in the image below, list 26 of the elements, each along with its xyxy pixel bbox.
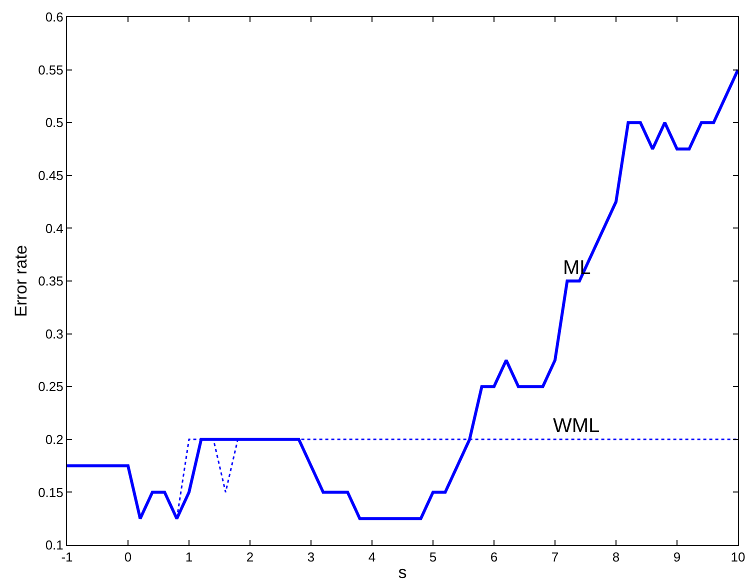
x-tick-label: 10 xyxy=(730,550,746,565)
x-tick-label: 6 xyxy=(490,550,498,565)
x-tick-label: 7 xyxy=(551,550,559,565)
x-tick-label: 2 xyxy=(246,550,254,565)
y-axis-title: Error rate xyxy=(12,245,31,317)
y-tick-label: 0.15 xyxy=(38,484,64,500)
y-tick-label: 0.4 xyxy=(45,220,64,236)
y-tick-label: 0.1 xyxy=(45,538,64,553)
y-tick-label: 0.55 xyxy=(38,62,64,78)
y-tick-label: 0.45 xyxy=(38,168,64,183)
y-tick-label: 0.3 xyxy=(45,326,64,342)
x-tick-label: 3 xyxy=(307,550,315,565)
x-tick-label: 0 xyxy=(124,550,132,565)
x-tick-label: 8 xyxy=(612,550,620,565)
y-tick-label: 0.5 xyxy=(45,115,64,130)
x-tick-label: 9 xyxy=(673,550,681,565)
x-tick-label: 5 xyxy=(429,550,437,565)
series-label: WML xyxy=(553,415,600,437)
y-tick-label: 0.6 xyxy=(45,10,64,25)
y-tick-label: 0.35 xyxy=(38,274,64,289)
x-tick-label: -1 xyxy=(61,550,73,565)
x-tick-label: 1 xyxy=(185,550,193,565)
y-tick-label: 0.25 xyxy=(38,379,64,394)
x-tick-label: 4 xyxy=(368,550,376,565)
x-axis-title: s xyxy=(398,563,407,582)
y-tick-label: 0.2 xyxy=(45,432,64,447)
